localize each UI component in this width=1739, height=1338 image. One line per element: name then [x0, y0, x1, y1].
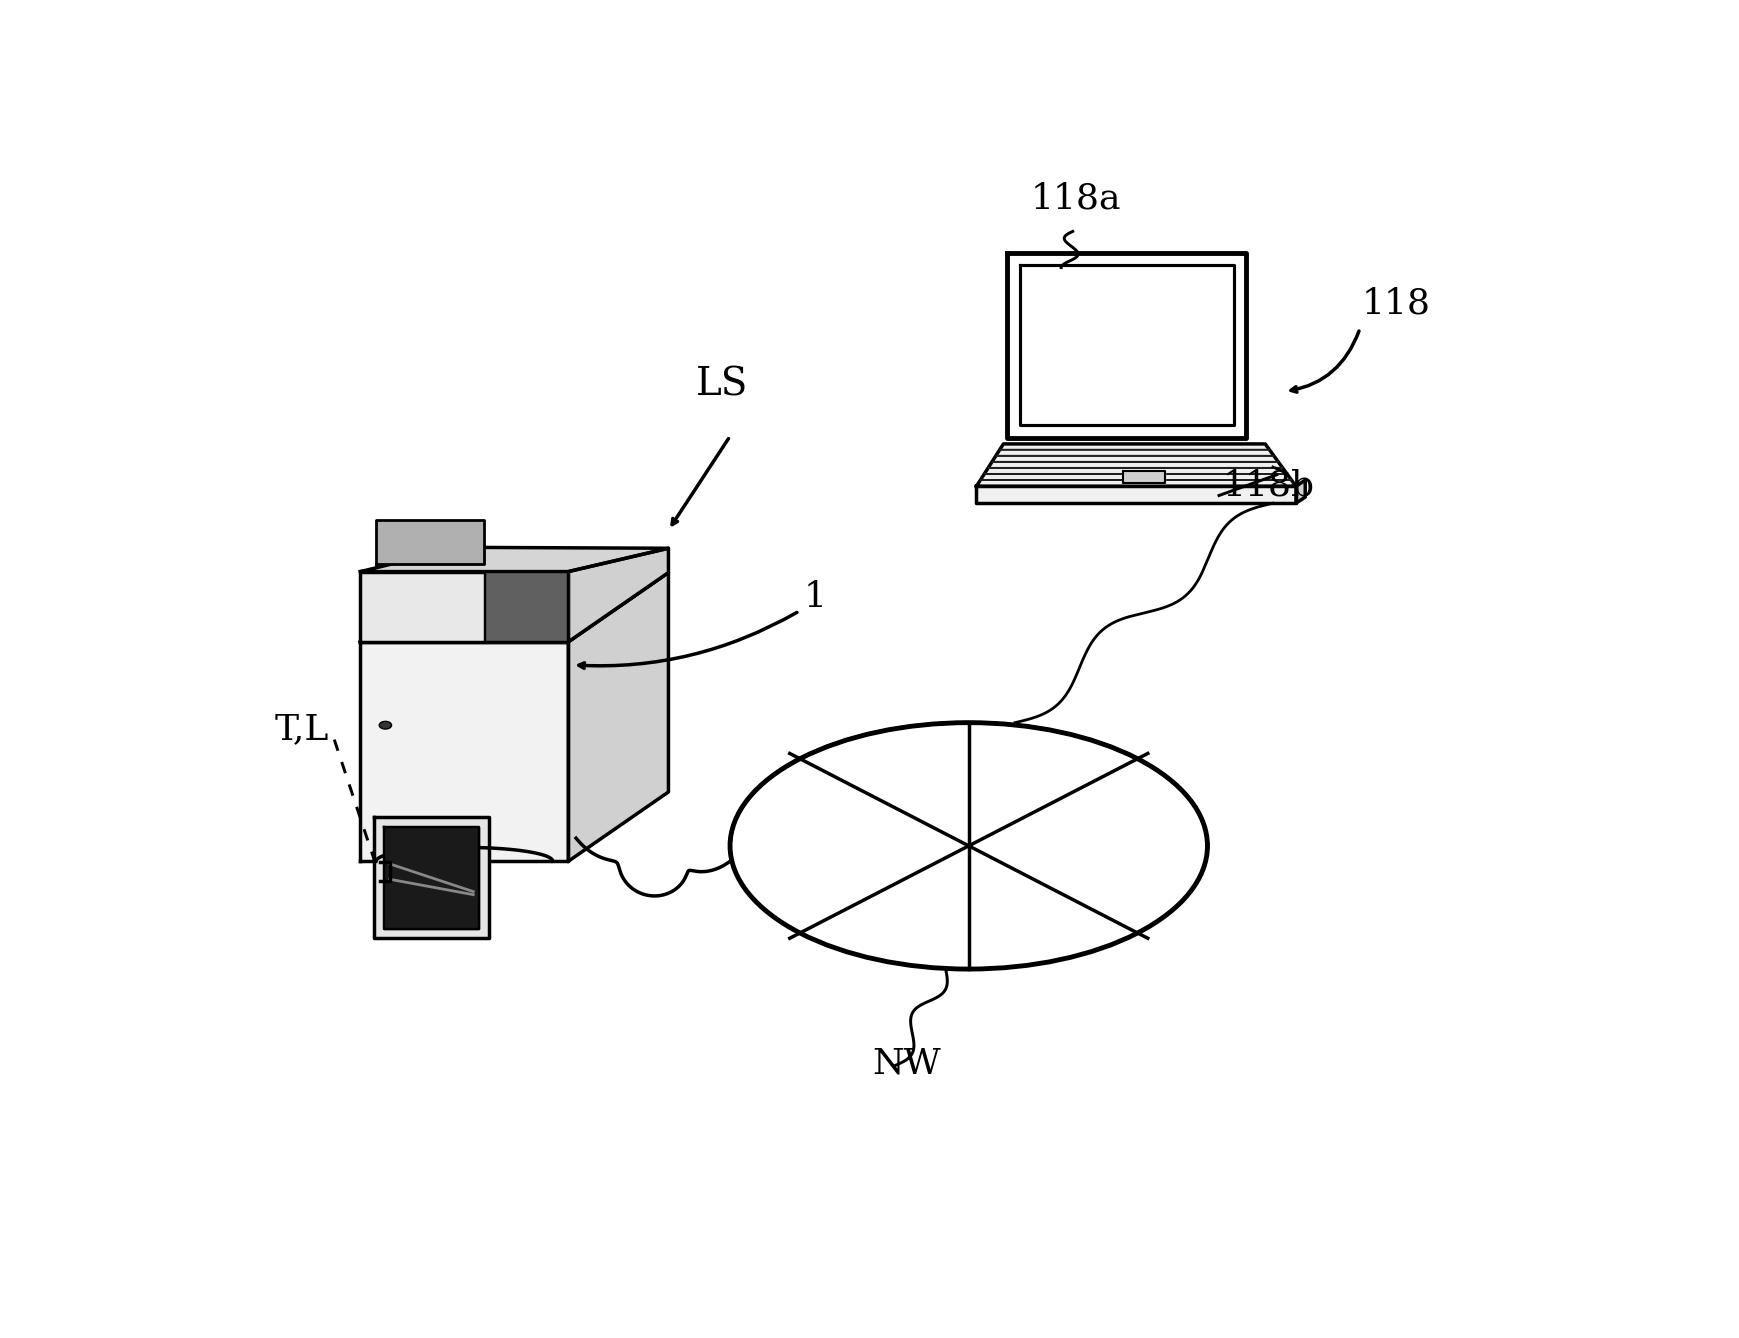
Polygon shape — [360, 571, 569, 642]
Polygon shape — [485, 571, 569, 642]
Polygon shape — [976, 486, 1296, 503]
Text: LS: LS — [696, 367, 748, 404]
Polygon shape — [976, 444, 1296, 486]
Ellipse shape — [379, 721, 391, 729]
Polygon shape — [360, 547, 668, 571]
Polygon shape — [360, 573, 668, 642]
Text: T,L: T,L — [275, 713, 329, 747]
Polygon shape — [383, 827, 480, 929]
Polygon shape — [1296, 480, 1304, 503]
Polygon shape — [1122, 471, 1165, 483]
Polygon shape — [1007, 253, 1245, 438]
Polygon shape — [376, 520, 483, 563]
Text: 1: 1 — [803, 581, 826, 614]
Text: NW: NW — [871, 1046, 941, 1080]
Polygon shape — [360, 642, 569, 862]
Text: 118b: 118b — [1223, 468, 1315, 503]
Polygon shape — [569, 573, 668, 862]
Text: 118a: 118a — [1029, 182, 1120, 215]
Polygon shape — [569, 549, 668, 642]
Text: 118: 118 — [1360, 286, 1429, 320]
Polygon shape — [374, 818, 489, 938]
Ellipse shape — [730, 723, 1207, 969]
